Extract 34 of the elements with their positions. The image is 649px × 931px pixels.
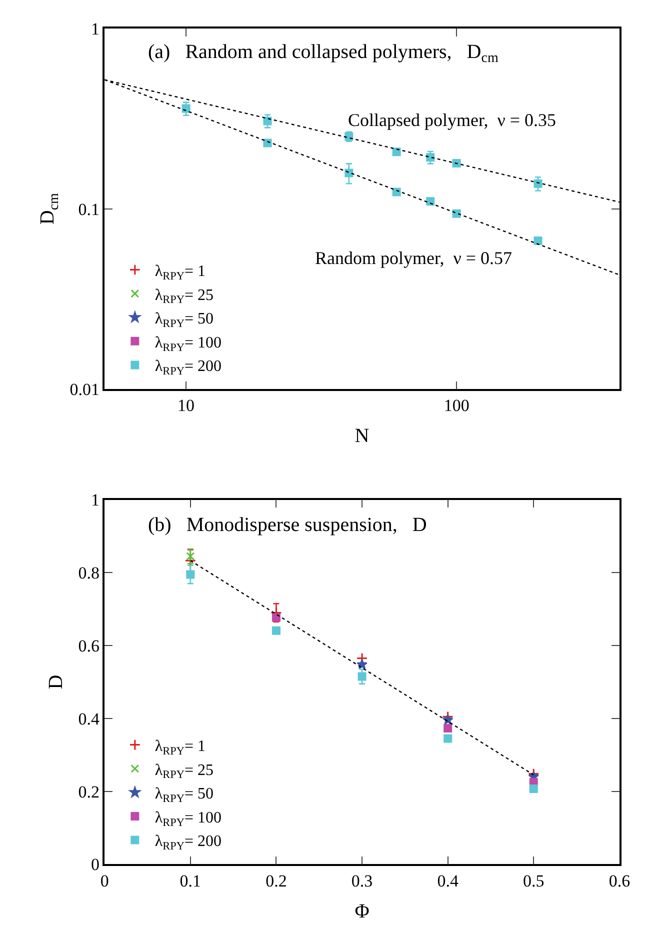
x-tick-label: 100: [444, 396, 470, 416]
y-tick-label: 0.2: [78, 782, 100, 802]
y-tick-label: 0.8: [78, 564, 100, 583]
legend-label: λ$_{RPY}$= 1: [154, 738, 206, 758]
text: (b) Monodisperse suspension, D: [148, 514, 427, 536]
legend-label: λ$_{RPY}$= 25: [154, 286, 214, 306]
x-tick-label: 10: [178, 396, 195, 416]
y-tick-label: 1: [90, 490, 100, 510]
y-tick-label: 0.01: [70, 380, 100, 400]
legend-label: λ$_{RPY}$= 100: [154, 334, 222, 354]
legend-label: λ$_{RPY}$= 200: [154, 833, 222, 853]
annotation: Collapsed polymer, ν = 0.35: [348, 110, 556, 130]
x-tick-label: 0.4: [437, 871, 459, 890]
legend-label: λ$_{RPY}$= 1: [154, 263, 206, 282]
legend-label: λ$_{RPY}$= 50: [154, 310, 214, 330]
x-axis-title: N: [354, 425, 370, 448]
x-tick-label: 0.1: [180, 871, 202, 890]
legend-label: λ$_{RPY}$= 50: [154, 786, 214, 805]
legend-label: λ$_{RPY}$= 25: [154, 762, 214, 782]
y-axis-title: D: [45, 674, 68, 690]
legend-label: λ$_{RPY}$= 200: [154, 358, 222, 378]
x-axis-title: Φ: [354, 900, 370, 922]
annotation: Random polymer, ν = 0.57: [315, 248, 512, 268]
y-tick-label: 0: [90, 855, 100, 874]
x-tick-label: 0.5: [523, 871, 544, 890]
y-tick-label: 1: [90, 20, 100, 39]
legend-label: λ$_{RPY}$= 100: [154, 809, 222, 829]
y-tick-label: 0.4: [78, 709, 100, 728]
x-tick-label: 0.6: [608, 871, 630, 890]
y-tick-label: 0.1: [78, 200, 100, 219]
x-tick-label: 0.3: [351, 871, 373, 890]
y-tick-label: 0.6: [78, 636, 100, 656]
x-tick-label: 0.2: [266, 871, 287, 890]
text: (a) Random and collapsed polymers, D$_{cm}$: [148, 41, 498, 66]
